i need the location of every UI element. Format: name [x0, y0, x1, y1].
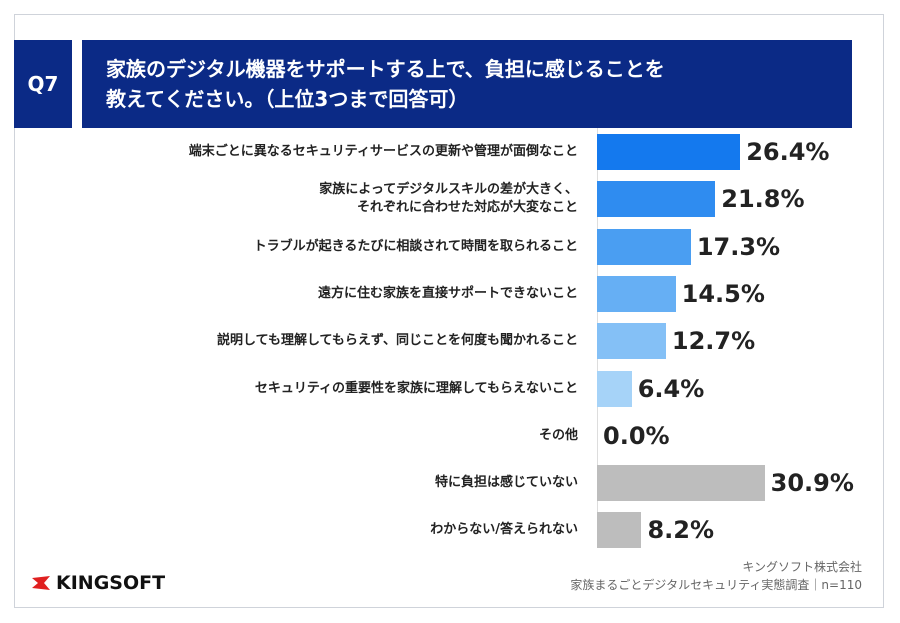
value-label: 8.2%: [647, 516, 715, 545]
question-number: Q7: [14, 40, 72, 128]
category-label: 端末ごとに異なるセキュリティサービスの更新や管理が面倒なこと: [188, 144, 578, 159]
category-label: セキュリティの重要性を家族に理解してもらえないこと: [254, 380, 578, 396]
logo: KINGSOFT: [30, 572, 165, 594]
value-label: 21.8%: [721, 185, 805, 214]
category-label: トラブルが起きるたびに相談されて時間を取られること: [253, 238, 578, 254]
source-note: 家族まるごとデジタルセキュリティ実態調査｜n=110: [570, 578, 862, 592]
category-label: 説明しても理解してもらえず、同じことを何度も聞かれること: [216, 333, 578, 349]
category-label: 家族によってデジタルスキルの差が大きく、 それぞれに合わせた対応が大変なこと: [319, 182, 578, 216]
category-label: わからない/答えられない: [430, 522, 578, 538]
logo-icon: [32, 576, 50, 590]
bar: [597, 275, 676, 312]
value-label: 12.7%: [671, 327, 756, 356]
category-label: 遠方に住む家族を直接サポートできないこと: [317, 285, 578, 301]
bar: [597, 465, 765, 502]
logo-text: KINGSOFT: [56, 572, 166, 594]
value-label: 6.4%: [637, 374, 705, 403]
bar: [597, 370, 632, 407]
source-note: キングソフト株式会社: [742, 560, 862, 574]
value-label: 30.9%: [770, 469, 854, 498]
bar: [597, 181, 716, 218]
value-label: 17.3%: [696, 232, 781, 261]
value-label: 26.4%: [746, 138, 830, 166]
category-label: その他: [538, 427, 578, 443]
bar: [597, 512, 642, 549]
frame: [14, 14, 884, 608]
category-label: 特に負担は感じていない: [434, 475, 578, 491]
value-label: 0.0%: [603, 421, 670, 450]
value-label: 14.5%: [681, 279, 765, 308]
bar: [597, 323, 666, 360]
bar: [597, 134, 741, 170]
bar: [597, 228, 691, 265]
chart-title: 家族のデジタル機器をサポートする上で、負担に感じることを 教えてください。（上位…: [82, 40, 852, 128]
